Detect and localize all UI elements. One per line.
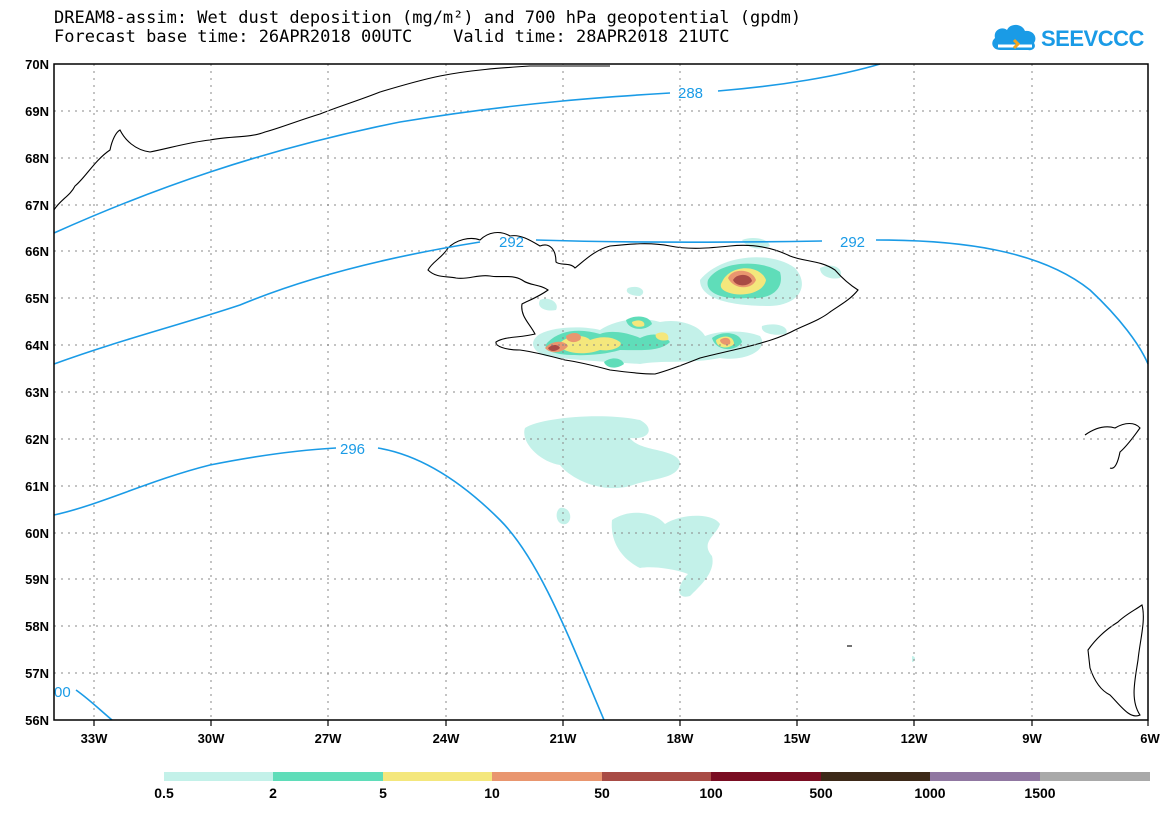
coastlines — [53, 65, 1144, 717]
logo-text: SEEVCCC — [1041, 26, 1144, 51]
lat-label: 57N — [25, 666, 49, 681]
legend-swatch — [164, 772, 273, 781]
lat-label: 66N — [25, 244, 49, 259]
lat-label: 61N — [25, 479, 49, 494]
contour-label-292-b: 292 — [840, 234, 865, 251]
lat-label: 65N — [25, 291, 49, 306]
legend-label: 2 — [269, 785, 277, 801]
lon-label: 15W — [784, 731, 811, 746]
lat-label: 64N — [25, 338, 49, 353]
contour-label-300-partial: 00 — [54, 684, 71, 701]
contour-label-288: 288 — [678, 85, 703, 102]
map-frame — [53, 63, 1149, 721]
legend-swatch — [602, 772, 711, 781]
lon-label: 24W — [433, 731, 460, 746]
lon-label: 9W — [1022, 731, 1042, 746]
latitude-labels: 70N 69N 68N 67N 66N 65N 64N 63N 62N 61N … — [25, 57, 49, 728]
lon-label: 18W — [667, 731, 694, 746]
dust-shading — [524, 238, 915, 662]
lon-label: 6W — [1140, 731, 1160, 746]
legend-label: 500 — [809, 785, 833, 801]
lon-label: 30W — [198, 731, 225, 746]
legend-label: 0.5 — [154, 785, 174, 801]
legend-swatch — [821, 772, 930, 781]
lat-label: 68N — [25, 151, 49, 166]
contour-labels: 288 292 292 296 00 — [54, 85, 865, 701]
cloud-logo-icon — [992, 24, 1036, 51]
lat-label: 63N — [25, 385, 49, 400]
lon-label: 21W — [550, 731, 577, 746]
lat-label: 62N — [25, 432, 49, 447]
lon-label: 27W — [315, 731, 342, 746]
lat-label: 60N — [25, 526, 49, 541]
legend-label: 5 — [379, 785, 387, 801]
legend-swatch — [1040, 772, 1150, 781]
longitude-labels: 33W 30W 27W 24W 21W 18W 15W 12W 9W 6W — [81, 731, 1161, 746]
legend-label: 10 — [484, 785, 500, 801]
legend-swatch — [711, 772, 821, 781]
graticule — [54, 64, 1148, 720]
lat-label: 67N — [25, 198, 49, 213]
map-title: DREAM8-assim: Wet dust deposition (mg/m²… — [54, 8, 802, 28]
lat-label: 56N — [25, 713, 49, 728]
lon-label: 12W — [901, 731, 928, 746]
lat-label: 70N — [25, 57, 49, 72]
legend-swatch — [930, 772, 1040, 781]
legend-label: 50 — [594, 785, 610, 801]
geopotential-contours — [53, 63, 1149, 721]
contour-label-296: 296 — [340, 441, 365, 458]
legend-label: 1500 — [1024, 785, 1056, 801]
legend-swatch — [492, 772, 602, 781]
lat-label: 69N — [25, 104, 49, 119]
legend-swatch — [273, 772, 383, 781]
legend-label: 100 — [699, 785, 723, 801]
lon-label: 33W — [81, 731, 108, 746]
axis-ticks — [93, 720, 1149, 726]
legend-swatch — [383, 772, 492, 781]
seevccc-logo: SEEVCCC — [988, 20, 1144, 60]
lat-label: 58N — [25, 619, 49, 634]
contour-label-292-a: 292 — [499, 234, 524, 251]
map-subtitle: Forecast base time: 26APR2018 00UTC Vali… — [54, 27, 730, 47]
legend-label: 1000 — [914, 785, 946, 801]
lat-label: 59N — [25, 572, 49, 587]
